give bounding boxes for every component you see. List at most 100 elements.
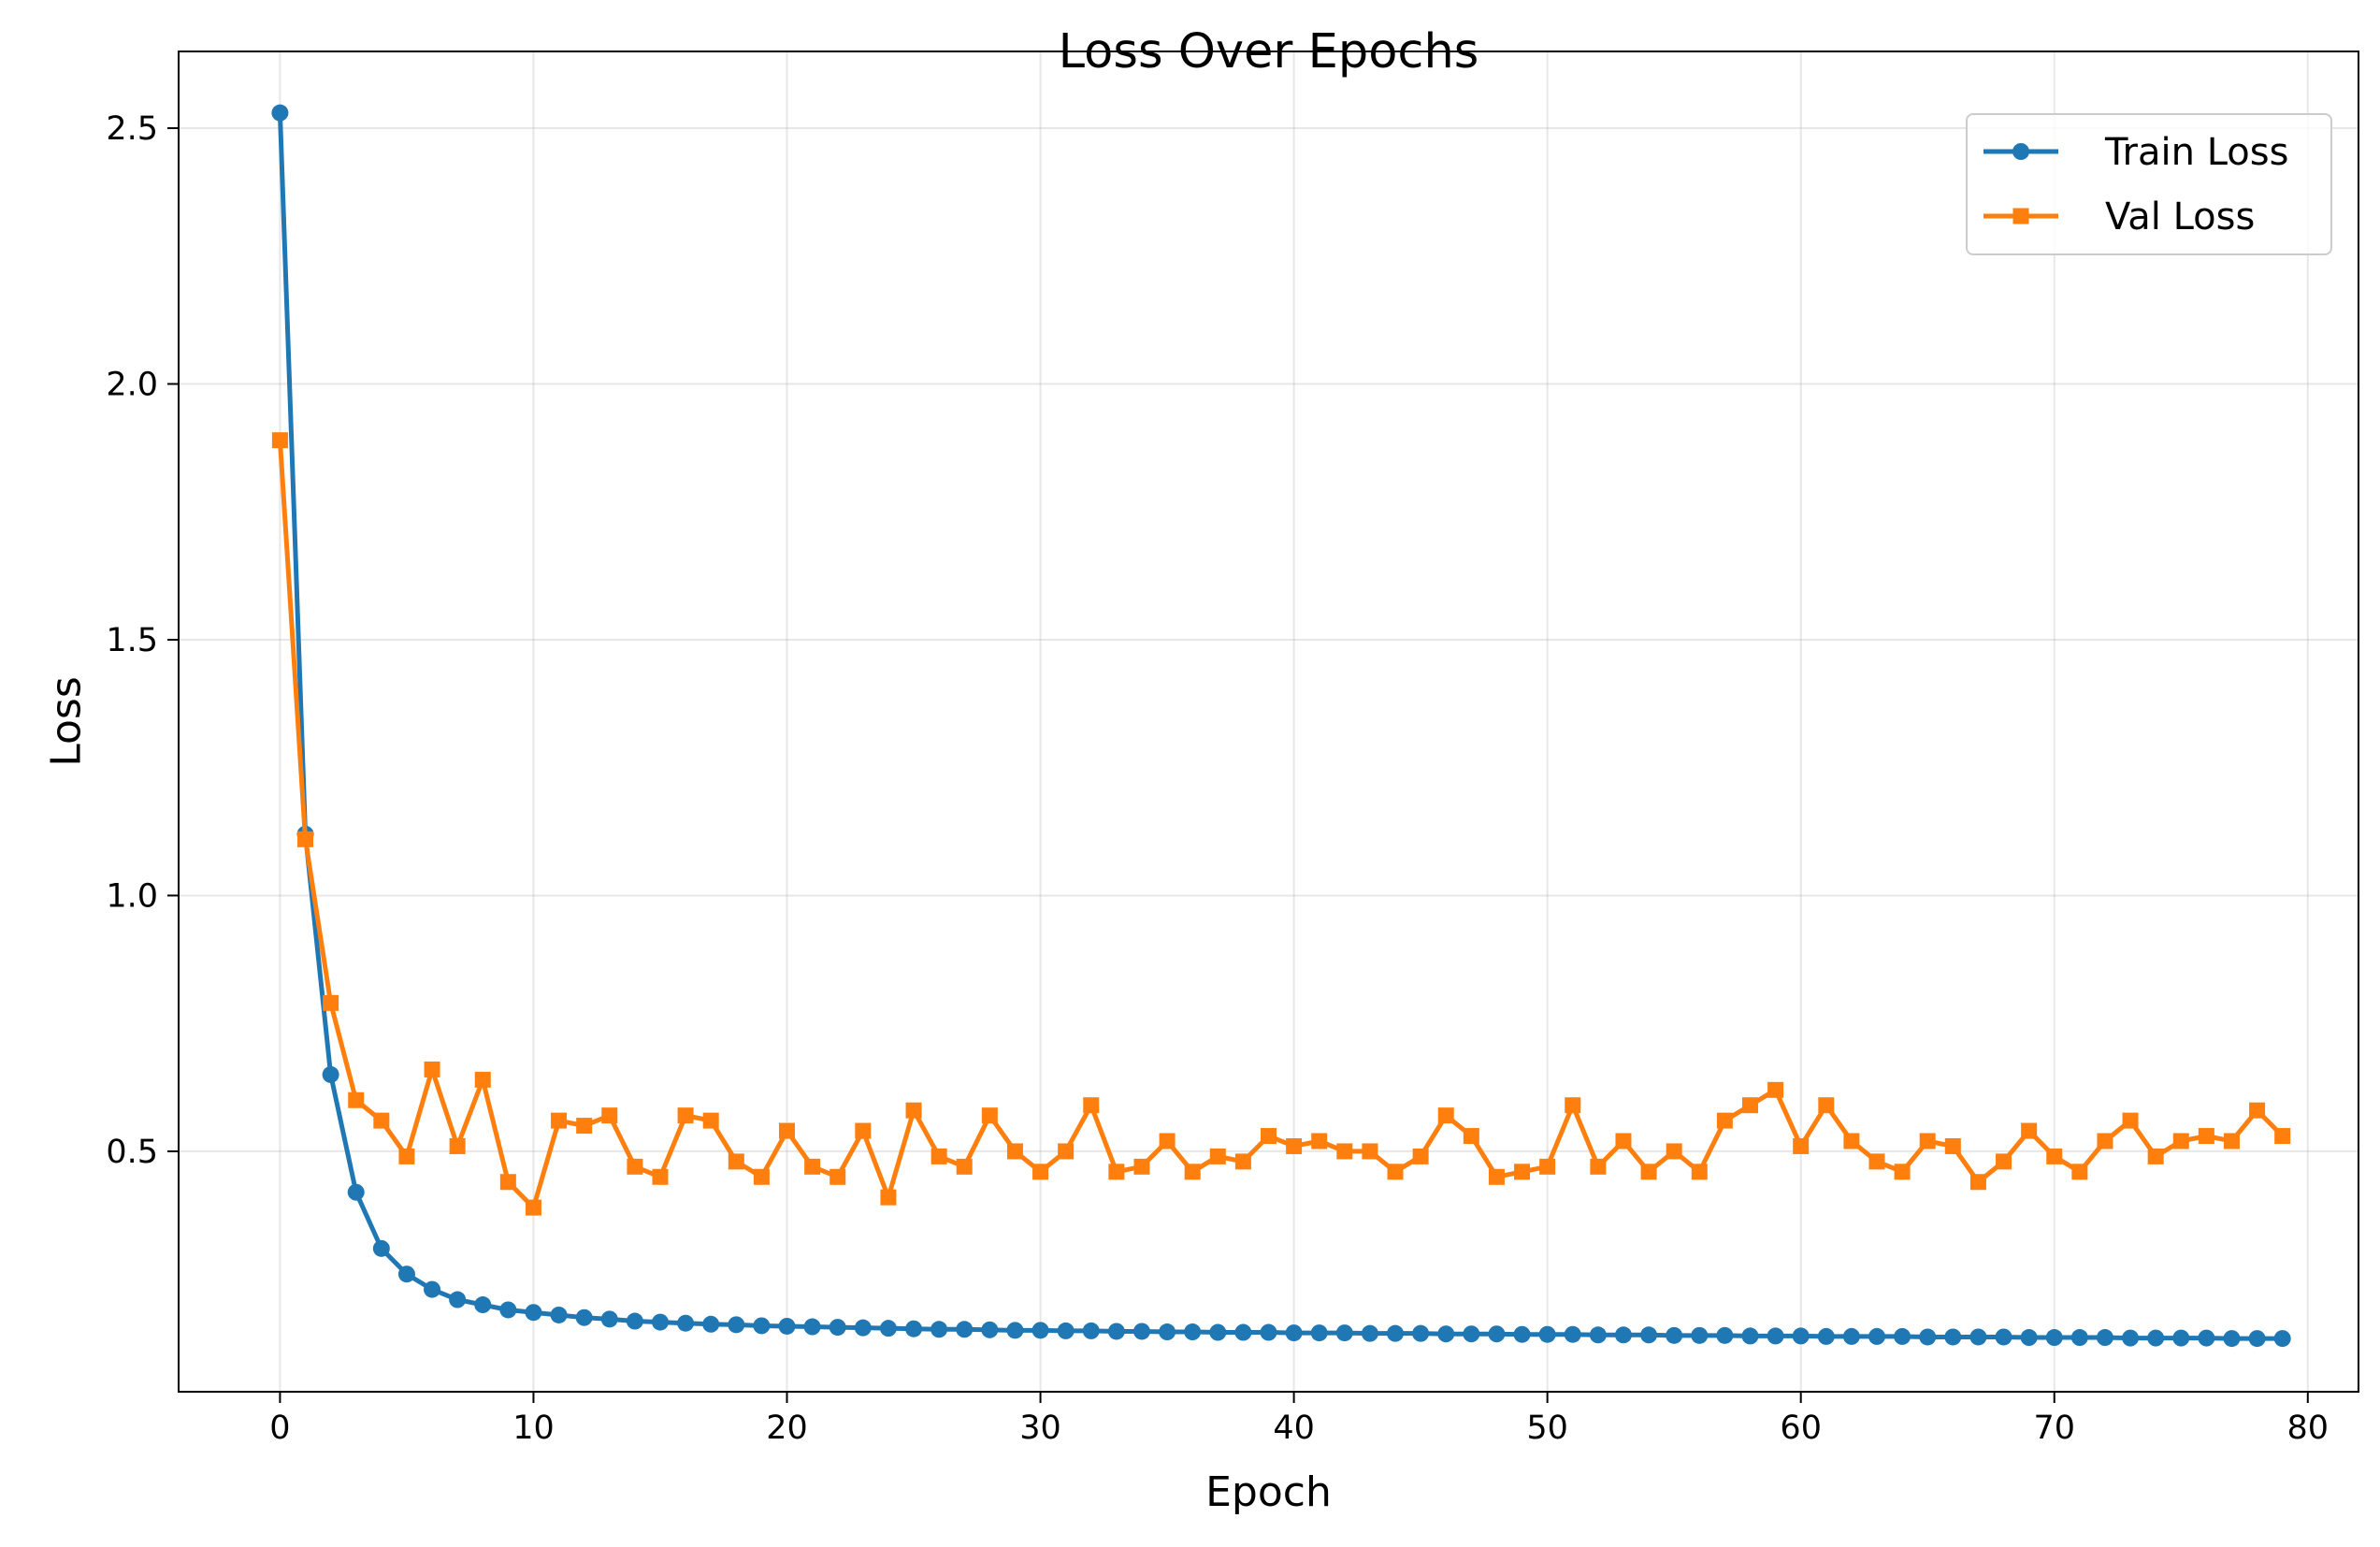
val-loss-point [348,1092,365,1108]
val-loss-point [702,1112,719,1129]
train-loss-point [1184,1323,1202,1341]
train-loss-point [1361,1324,1378,1342]
train-loss-point [728,1316,745,1334]
grid-layer [179,51,2358,1392]
train-loss-point [2020,1329,2038,1347]
train-loss-point [1691,1326,1709,1344]
train-loss-point [2070,1329,2088,1347]
train-loss-point [474,1296,492,1314]
val-loss-point [2274,1128,2291,1145]
train-loss-point [2096,1329,2113,1347]
x-tick-label: 80 [2287,1410,2330,1447]
train-loss-point [1031,1322,1049,1339]
train-loss-point [1538,1325,1556,1343]
train-loss-point [753,1317,771,1335]
val-loss-point [1412,1148,1429,1164]
val-loss-point [551,1112,568,1129]
x-tick-label: 0 [269,1410,290,1447]
val-loss-point [1159,1133,1176,1149]
train-loss-point [981,1321,999,1338]
val-loss-point [1108,1164,1125,1180]
val-loss-point [2198,1128,2214,1145]
train-loss-point [1234,1323,1252,1341]
train-loss-point [1437,1325,1455,1343]
val-loss-point [1437,1107,1454,1124]
train-loss-point [1666,1326,1683,1344]
train-loss-point [651,1313,669,1331]
val-loss-point [1843,1133,1860,1149]
val-loss-point [2097,1133,2113,1149]
val-loss-point [1184,1164,1201,1180]
train-loss-point [1132,1323,1150,1340]
legend-val-loss-marker [2012,208,2029,224]
train-loss-point [2273,1330,2291,1348]
val-loss-point [297,831,314,847]
train-loss-point [2147,1329,2165,1347]
train-loss-point [575,1308,593,1326]
val-loss-point [1488,1168,1505,1185]
val-loss-point [753,1168,770,1185]
train-loss-point [1107,1323,1125,1340]
legend-train-loss-label: Train Loss [2104,131,2288,174]
val-loss-point [1234,1153,1251,1170]
val-loss-point [1919,1133,1936,1149]
val-loss-point [601,1107,618,1124]
val-loss-point [956,1158,973,1175]
x-tick-label: 40 [1273,1410,1315,1447]
legend: Train Loss Val Loss [1966,113,2332,255]
train-loss-point [1842,1327,1860,1345]
train-loss-point [397,1265,415,1283]
y-axis-label: Loss [42,676,90,767]
val-loss-point [1590,1158,1607,1175]
val-loss-point [1539,1158,1556,1175]
val-loss-point [1691,1164,1708,1180]
val-loss-point [981,1107,998,1124]
train-loss-point [449,1291,467,1308]
val-loss-point [1261,1128,1277,1145]
train-loss-point [626,1312,643,1330]
val-loss-point [1362,1143,1378,1160]
train-loss-point [1260,1323,1277,1341]
val-loss-point [1565,1097,1581,1114]
train-loss-point [322,1065,339,1083]
chart-title: Loss Over Epochs [1059,24,1479,80]
y-tick-label: 1.5 [106,622,158,659]
y-tick-label: 0.5 [106,1134,158,1171]
train-loss-point [930,1321,948,1338]
val-loss-point [1209,1148,1226,1164]
val-loss-point [1767,1081,1784,1098]
train-loss-point [2045,1329,2063,1347]
val-loss-point [1387,1164,1404,1180]
train-loss-point [1817,1327,1835,1345]
val-loss-point [2147,1148,2164,1164]
train-loss-point [1412,1324,1430,1342]
train-loss-point [1792,1327,1810,1345]
val-loss-point [576,1118,593,1135]
val-loss-point [1996,1153,2012,1170]
val-loss-point [728,1153,744,1170]
train-loss-point [2122,1329,2140,1347]
train-loss-point [2198,1329,2215,1347]
val-loss-point [1716,1112,1733,1129]
train-loss-point [1310,1324,1328,1342]
x-tick-label: 20 [766,1410,808,1447]
val-loss-point [2172,1133,2189,1149]
train-loss-point [1716,1326,1734,1344]
train-loss-point [1969,1328,1987,1346]
val-loss-point [1083,1097,1100,1114]
val-loss-point [499,1174,516,1191]
train-loss-point [1387,1324,1405,1342]
val-loss-series [271,432,2291,1216]
train-loss-point [2248,1330,2266,1348]
val-loss-point [1793,1137,1810,1154]
val-loss-point [1741,1097,1758,1114]
val-loss-point [271,432,288,449]
train-loss-point [1944,1328,1962,1346]
train-loss-point [1082,1322,1100,1339]
train-loss-point [1995,1328,2012,1346]
train-loss-point [1589,1326,1607,1344]
val-loss-point [905,1102,922,1119]
